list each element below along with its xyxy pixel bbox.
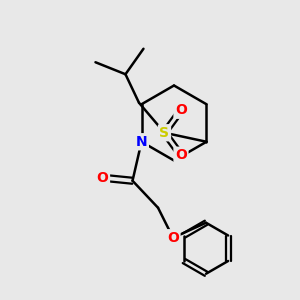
- Text: S: S: [160, 126, 170, 140]
- Text: N: N: [136, 135, 147, 149]
- Text: O: O: [97, 171, 109, 185]
- Text: O: O: [175, 148, 187, 162]
- Text: O: O: [175, 103, 187, 117]
- Text: O: O: [167, 231, 179, 245]
